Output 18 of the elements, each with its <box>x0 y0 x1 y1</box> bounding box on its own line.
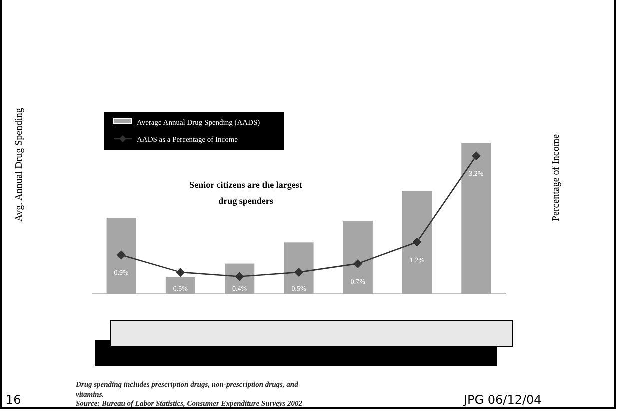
point <box>294 268 304 277</box>
bar <box>343 222 373 294</box>
point <box>412 238 422 247</box>
text: 16 <box>6 393 22 407</box>
annotation: Senior citizens are the largest drug spenders <box>190 180 302 206</box>
text: JPG 06/12/04 <box>463 393 542 407</box>
bar <box>284 242 314 294</box>
bar <box>402 191 432 294</box>
bar <box>106 218 136 294</box>
point <box>354 259 363 268</box>
point <box>472 152 481 160</box>
point <box>117 250 126 260</box>
point <box>176 268 186 277</box>
bar <box>166 277 196 294</box>
y-axis-title: Avg. Annual Drug Spending <box>14 108 25 222</box>
bar <box>225 264 255 294</box>
y-axis-title: Percentage of Income <box>551 134 562 222</box>
bar <box>462 143 492 294</box>
